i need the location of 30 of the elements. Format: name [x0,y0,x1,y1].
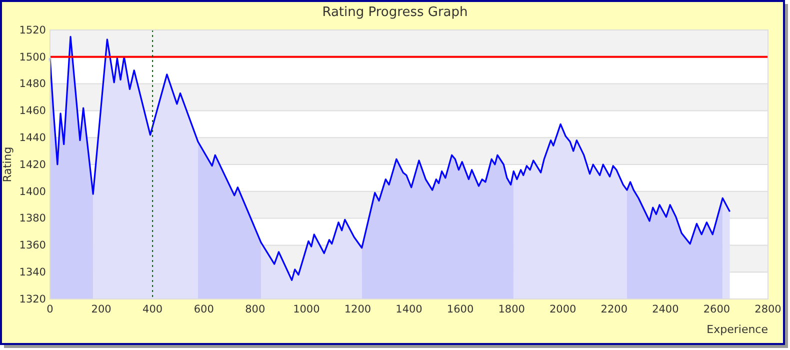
x-tick-label: 200 [91,303,112,316]
x-tick-label: 2200 [600,303,628,316]
y-tick-label: 1320 [19,293,46,306]
x-tick-label: 1000 [293,303,320,316]
x-tick-label: 1800 [498,303,525,316]
x-tick-label: 800 [245,303,266,316]
x-tick-label: 1400 [396,303,422,316]
y-tick-label: 1380 [19,212,46,225]
y-tick-label: 1460 [19,105,46,118]
y-tick-label: 1400 [19,186,46,198]
y-tick-label: 1420 [19,158,46,171]
y-tick-label: 1340 [19,266,46,278]
x-axis-title: Experience [706,323,768,336]
y-tick-label: 1440 [19,132,46,144]
x-tick-label: 1200 [344,303,372,316]
x-tick-label: 2800 [754,303,782,316]
y-tick-label: 1480 [19,78,46,90]
y-axis-title: Rating [1,146,14,182]
x-tick-label: 2600 [703,303,730,316]
x-tick-label: 600 [194,303,214,316]
chart-title: Rating Progress Graph [322,5,468,20]
x-tick-label: 2000 [549,303,576,316]
line-series [49,36,731,281]
y-tick-label: 1500 [19,51,46,64]
x-tick-label: 0 [46,303,54,316]
x-tick-label: 2400 [652,303,679,316]
y-tick-label: 1520 [19,24,46,36]
y-tick-label: 1360 [19,240,46,252]
x-tick-label: 400 [142,303,163,316]
x-tick-label: 1600 [446,303,474,316]
